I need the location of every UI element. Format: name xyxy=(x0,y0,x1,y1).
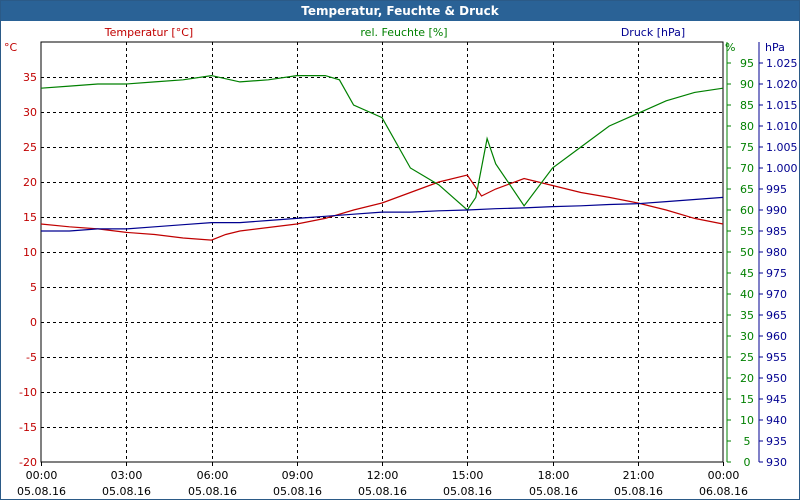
temperature-series-line xyxy=(40,174,724,241)
window-title: Temperatur, Feuchte & Druck xyxy=(1,1,799,21)
humidity-tick-label: 20 xyxy=(740,372,754,385)
temperature-tick-label: 0 xyxy=(30,316,37,329)
x-tick-time: 18:00 xyxy=(538,469,570,482)
humidity-tick-label: 85 xyxy=(740,99,754,112)
humidity-tick-label: 0 xyxy=(744,456,751,469)
humidity-tick-label: 30 xyxy=(740,330,754,343)
pressure-tick-label: 1.025 xyxy=(766,57,798,70)
x-tick-date: 05.08.16 xyxy=(614,485,663,498)
humidity-tick-label: 80 xyxy=(740,120,754,133)
pressure-tick-label: 1.020 xyxy=(766,78,798,91)
x-tick-time: 00:00 xyxy=(26,469,58,482)
temperature-tick-label: 20 xyxy=(23,176,37,189)
humidity-tick-label: 70 xyxy=(740,162,754,175)
temperature-tick-label: 5 xyxy=(30,281,37,294)
humidity-tick-label: 35 xyxy=(740,309,754,322)
x-tick-time: 15:00 xyxy=(452,469,484,482)
pressure-tick-label: 1.010 xyxy=(766,120,798,133)
pressure-tick-label: 950 xyxy=(766,372,787,385)
x-tick-time: 21:00 xyxy=(623,469,655,482)
humidity-series-line xyxy=(40,74,724,211)
x-tick-date: 05.08.16 xyxy=(273,485,322,498)
pressure-tick-label: 940 xyxy=(766,414,787,427)
pressure-tick-label: 970 xyxy=(766,288,787,301)
temperature-tick-label: 35 xyxy=(23,71,37,84)
pressure-tick-label: 945 xyxy=(766,393,787,406)
x-tick-date: 05.08.16 xyxy=(529,485,578,498)
pressure-tick-label: 995 xyxy=(766,183,787,196)
x-tick-date: 05.08.16 xyxy=(358,485,407,498)
humidity-tick-label: 45 xyxy=(740,267,754,280)
x-tick-date: 06.08.16 xyxy=(699,485,748,498)
humidity-tick-label: 55 xyxy=(740,225,754,238)
humidity-tick-label: 60 xyxy=(740,204,754,217)
x-tick-date: 05.08.16 xyxy=(102,485,151,498)
humidity-unit: % xyxy=(725,41,735,54)
x-tick-time: 09:00 xyxy=(282,469,314,482)
humidity-tick-label: 65 xyxy=(740,183,754,196)
x-tick-time: 00:00 xyxy=(708,469,740,482)
pressure-tick-label: 930 xyxy=(766,456,787,469)
grid xyxy=(41,42,723,462)
temperature-legend: Temperatur [°C] xyxy=(104,26,193,39)
humidity-tick-label: 5 xyxy=(744,435,751,448)
pressure-tick-label: 980 xyxy=(766,246,787,259)
x-tick-date: 05.08.16 xyxy=(443,485,492,498)
pressure-tick-label: 1.015 xyxy=(766,99,798,112)
temperature-tick-label: 15 xyxy=(23,211,37,224)
series-lines xyxy=(40,74,724,241)
temperature-tick-label: -5 xyxy=(26,351,37,364)
x-tick-time: 12:00 xyxy=(367,469,399,482)
x-tick-date: 05.08.16 xyxy=(17,485,66,498)
temperature-tick-label: -10 xyxy=(19,386,37,399)
pressure-tick-label: 935 xyxy=(766,435,787,448)
x-tick-date: 05.08.16 xyxy=(188,485,237,498)
humidity-tick-label: 10 xyxy=(740,414,754,427)
pressure-tick-label: 960 xyxy=(766,330,787,343)
temperature-tick-label: 25 xyxy=(23,141,37,154)
axes xyxy=(40,41,763,466)
humidity-tick-label: 15 xyxy=(740,393,754,406)
axis-labels: 00:00 05.08.16 03:00 05.08.16 06:00 05.08.16 0… xyxy=(4,26,798,498)
pressure-tick-label: 1.005 xyxy=(766,141,798,154)
humidity-legend: rel. Feuchte [%] xyxy=(360,26,447,39)
pressure-tick-label: 955 xyxy=(766,351,787,364)
pressure-tick-label: 965 xyxy=(766,309,787,322)
temperature-tick-label: 30 xyxy=(23,106,37,119)
pressure-tick-label: 985 xyxy=(766,225,787,238)
humidity-tick-label: 95 xyxy=(740,57,754,70)
humidity-tick-label: 75 xyxy=(740,141,754,154)
pressure-legend: Druck [hPa] xyxy=(621,26,685,39)
pressure-unit: hPa xyxy=(765,41,785,54)
temperature-tick-label: 10 xyxy=(23,246,37,259)
humidity-tick-label: 40 xyxy=(740,288,754,301)
pressure-series-line xyxy=(41,196,724,232)
pressure-tick-label: 975 xyxy=(766,267,787,280)
humidity-tick-label: 25 xyxy=(740,351,754,364)
temperature-tick-label: -20 xyxy=(19,456,37,469)
temperature-unit: °C xyxy=(4,41,18,54)
humidity-tick-label: 90 xyxy=(740,78,754,91)
x-tick-time: 06:00 xyxy=(197,469,229,482)
pressure-tick-label: 990 xyxy=(766,204,787,217)
pressure-tick-label: 1.000 xyxy=(766,162,798,175)
temperature-tick-label: -15 xyxy=(19,421,37,434)
humidity-tick-label: 50 xyxy=(740,246,754,259)
x-tick-time: 03:00 xyxy=(111,469,143,482)
